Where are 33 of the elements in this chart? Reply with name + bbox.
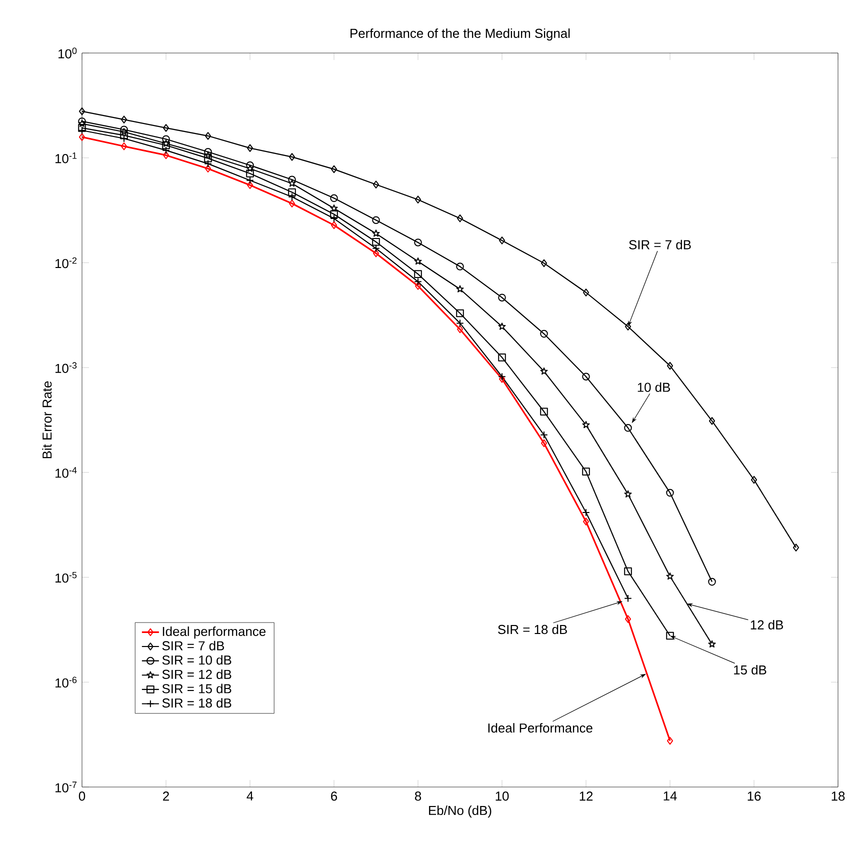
y-tick-label: 10$^{-1}$ [56, 152, 77, 164]
legend-label: Ideal performance [162, 626, 266, 639]
legend-label: SIR = 12 dB [162, 669, 232, 679]
y-tick-label: 10$^{-4}$ [56, 467, 77, 478]
x-tick-label: 4 [246, 792, 254, 800]
legend-label: SIR = 18 dB [162, 698, 232, 708]
x-tick-label: 14 [664, 792, 677, 800]
annotation: 10 dB [638, 382, 670, 392]
x-tick-label: 2 [163, 792, 169, 801]
x-tick-label: 8 [414, 792, 422, 801]
legend-label: SIR = 10 dB [162, 655, 232, 665]
legend-label: SIR = 7 dB [162, 640, 224, 650]
x-tick-label: 10 [496, 792, 509, 801]
y-tick-label: 10$^{-7}$ [56, 782, 77, 792]
x-axis-title: Eb/No (dB) [429, 806, 492, 818]
y-tick-label: 10$^{-5}$ [56, 572, 77, 583]
annotation: SIR = 7 dB [629, 240, 691, 250]
y-tick-label: 10$^{-3}$ [56, 362, 77, 373]
annotation: Ideal Performance [488, 723, 592, 733]
y-axis-title: Bit Error Rate [42, 381, 52, 458]
x-tick-label: 12 [580, 792, 593, 801]
annotation: 12 dB [750, 620, 784, 630]
x-tick-label: 16 [748, 792, 761, 801]
x-tick-label: 18 [832, 792, 845, 801]
annotation: 15 dB [734, 664, 766, 675]
legend-label: SIR = 15 dB [162, 684, 232, 694]
x-tick-label: 0 [78, 792, 86, 801]
chart-title: Performance of the the Medium Signal [350, 28, 570, 41]
y-tick-label: 10$^{0}$ [58, 48, 77, 58]
annotation: SIR = 18 dB [498, 624, 567, 634]
x-tick-label: 6 [331, 792, 338, 801]
y-tick-label: 10$^{-6}$ [56, 676, 77, 688]
y-tick-label: 10$^{-2}$ [56, 257, 77, 268]
